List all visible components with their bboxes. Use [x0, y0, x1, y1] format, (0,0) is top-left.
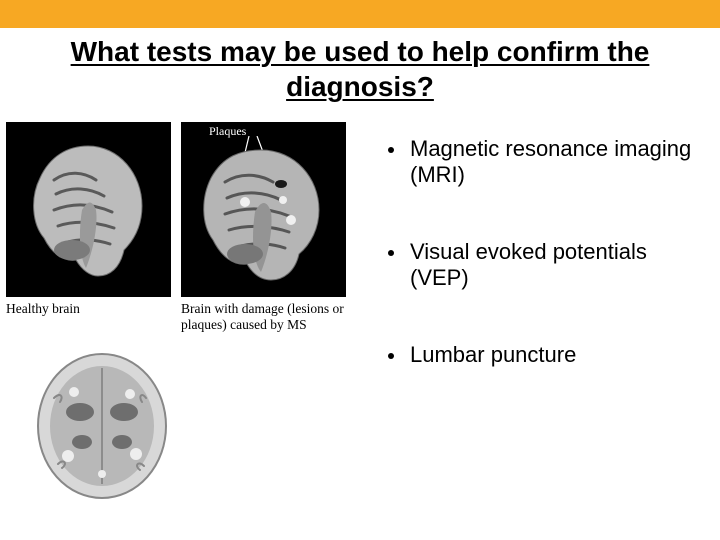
bullet-text: Visual evoked potentials (VEP) — [410, 239, 700, 292]
bullet-dot-icon — [388, 147, 394, 153]
mri-axial-image — [30, 348, 175, 503]
content-area: Healthy brain Plaques — [0, 108, 720, 503]
bullet-dot-icon — [388, 250, 394, 256]
images-column: Healthy brain Plaques — [6, 122, 376, 503]
caption-ms: Brain with damage (lesions or plaques) c… — [181, 301, 361, 332]
bullet-list: Magnetic resonance imaging (MRI) Visual … — [376, 122, 700, 503]
image-ms-brain: Plaques — [181, 122, 361, 332]
list-item: Visual evoked potentials (VEP) — [388, 239, 700, 292]
mri-sagittal-lesions: Plaques — [181, 122, 346, 297]
image-healthy-brain: Healthy brain — [6, 122, 171, 332]
bullet-text: Lumbar puncture — [410, 342, 700, 368]
brain-sagittal-icon — [24, 140, 152, 280]
caption-healthy: Healthy brain — [6, 301, 80, 317]
header-accent-bar — [0, 0, 720, 28]
image-row-top: Healthy brain Plaques — [6, 122, 376, 332]
list-item: Lumbar puncture — [388, 342, 700, 368]
brain-axial-icon — [30, 348, 175, 503]
list-item: Magnetic resonance imaging (MRI) — [388, 136, 700, 189]
slide-title: What tests may be used to help confirm t… — [0, 28, 720, 108]
mri-sagittal-healthy — [6, 122, 171, 297]
brain-sagittal-lesion-icon — [195, 142, 330, 284]
bullet-dot-icon — [388, 353, 394, 359]
bullet-text: Magnetic resonance imaging (MRI) — [410, 136, 700, 189]
